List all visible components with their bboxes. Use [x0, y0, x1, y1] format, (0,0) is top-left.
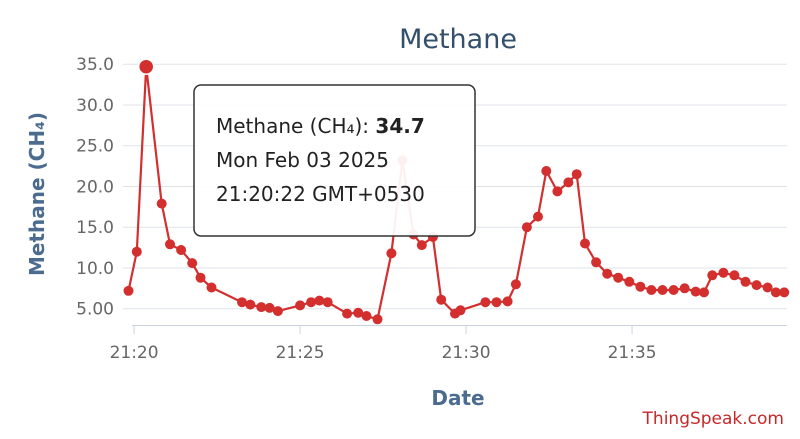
y-tick-label: 5.00 [76, 300, 114, 320]
data-point[interactable] [491, 297, 502, 308]
data-point[interactable] [314, 295, 325, 306]
data-point[interactable] [624, 276, 635, 287]
highlighted-data-point[interactable] [137, 58, 155, 75]
x-tick-label: 21:30 [442, 343, 491, 363]
data-point[interactable] [646, 285, 657, 295]
data-point[interactable] [272, 306, 283, 317]
data-point[interactable] [602, 268, 613, 279]
x-tick-label: 21:25 [276, 343, 325, 363]
data-point[interactable] [176, 245, 187, 255]
tooltip-value: 34.7 [375, 114, 424, 138]
data-point[interactable] [372, 314, 383, 325]
tooltip-date: Mon Feb 03 2025 [216, 148, 389, 172]
data-point[interactable] [264, 302, 275, 313]
data-point[interactable] [502, 296, 513, 307]
data-point[interactable] [510, 279, 521, 290]
data-point[interactable] [295, 300, 306, 311]
chart-title: Methane [399, 24, 517, 55]
data-point[interactable] [480, 297, 491, 308]
data-point[interactable] [245, 299, 256, 310]
x-tick-label: 21:20 [110, 343, 159, 363]
y-tick-label: 15.0 [76, 218, 114, 238]
data-point[interactable] [187, 258, 198, 269]
data-point[interactable] [729, 270, 740, 281]
data-point[interactable] [533, 211, 543, 222]
data-tooltip: Methane (CH₄): 34.7 Mon Feb 03 2025 21:2… [193, 84, 476, 237]
tooltip-box [193, 84, 476, 237]
data-point[interactable] [563, 177, 574, 188]
data-point[interactable] [591, 257, 602, 268]
tooltip-series-label: Methane (CH₄): [216, 114, 375, 138]
tooltip-line-1: Methane (CH₄): 34.7 [216, 114, 425, 138]
data-point[interactable] [256, 302, 267, 313]
data-point[interactable] [699, 287, 709, 298]
data-point[interactable] [386, 248, 397, 259]
x-axis: 21:20 21:25 21:30 21:35 [110, 325, 787, 363]
data-point[interactable] [762, 282, 773, 293]
y-tick-label: 30.0 [76, 96, 114, 116]
data-point[interactable] [613, 272, 624, 283]
data-point[interactable] [635, 281, 646, 292]
data-point[interactable] [668, 285, 679, 295]
data-point[interactable] [416, 240, 427, 251]
data-point[interactable] [690, 286, 701, 297]
data-point[interactable] [237, 297, 247, 308]
data-point[interactable] [770, 287, 781, 298]
data-point[interactable] [779, 287, 790, 298]
data-point[interactable] [165, 239, 175, 250]
data-point[interactable] [306, 297, 317, 308]
data-point[interactable] [206, 282, 217, 293]
data-point[interactable] [353, 307, 364, 318]
data-point[interactable] [552, 186, 563, 197]
data-point[interactable] [707, 270, 718, 281]
data-point[interactable] [580, 238, 590, 249]
tooltip-time: 21:20:22 GMT+0530 [216, 182, 425, 206]
data-point[interactable] [156, 198, 167, 209]
data-point[interactable] [657, 285, 668, 295]
data-point[interactable] [740, 276, 751, 287]
data-point[interactable] [342, 308, 353, 319]
data-point[interactable] [541, 166, 552, 176]
y-tick-label: 35.0 [76, 55, 114, 75]
y-tick-label: 20.0 [76, 177, 114, 197]
data-point[interactable] [361, 311, 372, 321]
y-tick-label: 10.0 [76, 259, 114, 279]
data-point[interactable] [521, 222, 532, 233]
y-tick-label: 25.0 [76, 137, 114, 157]
data-point[interactable] [123, 285, 134, 296]
thingspeak-credit-link[interactable]: ThingSpeak.com [642, 409, 784, 429]
data-point[interactable] [195, 272, 206, 283]
y-axis-label: Methane (CH₄) [25, 112, 49, 276]
data-point[interactable] [436, 294, 447, 305]
y-axis-ticks: 5.00 10.0 15.0 20.0 25.0 30.0 35.0 [76, 55, 114, 319]
data-point[interactable] [322, 297, 333, 308]
data-point[interactable] [679, 283, 690, 294]
data-point[interactable] [455, 305, 466, 316]
data-point[interactable] [751, 280, 762, 291]
series-methane [123, 58, 790, 325]
x-tick-label: 21:35 [608, 343, 657, 363]
data-point[interactable] [718, 267, 729, 278]
data-point[interactable] [131, 246, 142, 257]
x-axis-label: Date [431, 386, 484, 410]
data-point[interactable] [571, 169, 582, 180]
